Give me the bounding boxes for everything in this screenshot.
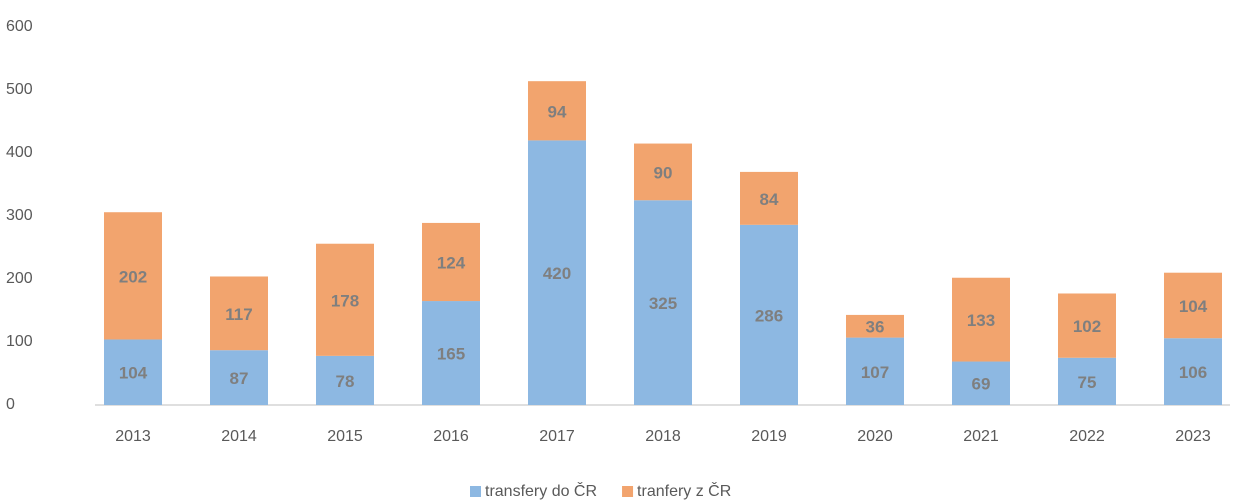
data-label: 178 bbox=[331, 291, 359, 310]
data-label: 104 bbox=[119, 364, 148, 383]
data-label: 94 bbox=[548, 102, 567, 121]
y-tick-label: 400 bbox=[6, 144, 33, 161]
x-tick-label: 2018 bbox=[645, 428, 681, 445]
legend-swatch bbox=[470, 486, 481, 497]
bar-segment bbox=[846, 337, 904, 405]
data-label: 87 bbox=[230, 369, 249, 388]
data-label: 84 bbox=[760, 190, 779, 209]
bar-segment bbox=[634, 143, 692, 201]
bar-segment bbox=[740, 224, 798, 405]
bar-segment bbox=[1058, 357, 1116, 405]
bar-segment bbox=[1164, 338, 1222, 405]
data-label: 78 bbox=[336, 372, 355, 391]
x-tick-label: 2014 bbox=[221, 428, 257, 445]
legend-label: tranfery z ČR bbox=[637, 481, 731, 500]
data-label: 36 bbox=[866, 318, 885, 337]
data-label: 202 bbox=[119, 267, 147, 286]
bar-segment bbox=[952, 361, 1010, 405]
bar-segment bbox=[846, 314, 904, 338]
data-label: 75 bbox=[1078, 373, 1097, 392]
bar-segment bbox=[422, 301, 480, 405]
y-tick-label: 500 bbox=[6, 81, 33, 98]
x-tick-label: 2023 bbox=[1175, 428, 1211, 445]
data-label: 90 bbox=[654, 163, 673, 182]
x-tick-label: 2022 bbox=[1069, 428, 1105, 445]
bar-segment bbox=[634, 200, 692, 405]
x-tick-label: 2016 bbox=[433, 428, 469, 445]
data-label: 106 bbox=[1179, 363, 1207, 382]
data-label: 117 bbox=[225, 305, 252, 324]
bar-segment bbox=[422, 222, 480, 302]
bar-segment bbox=[104, 339, 162, 405]
data-label: 102 bbox=[1073, 317, 1101, 336]
bar-segment bbox=[740, 171, 798, 225]
x-tick-label: 2017 bbox=[539, 428, 575, 445]
data-label: 325 bbox=[649, 294, 677, 313]
x-tick-label: 2019 bbox=[751, 428, 787, 445]
bar-segment bbox=[952, 277, 1010, 362]
data-label: 286 bbox=[755, 306, 783, 325]
y-tick-label: 300 bbox=[6, 207, 33, 224]
legend-swatch bbox=[622, 486, 634, 497]
data-label: 69 bbox=[972, 375, 991, 394]
x-tick-label: 2015 bbox=[327, 428, 363, 445]
y-tick-label: 100 bbox=[6, 333, 33, 350]
data-label: 420 bbox=[543, 264, 571, 283]
bar-segment bbox=[316, 243, 374, 356]
y-tick-label: 600 bbox=[6, 18, 33, 35]
bar-segment bbox=[316, 355, 374, 405]
bar-segment bbox=[1164, 272, 1222, 339]
data-label: 124 bbox=[437, 253, 466, 272]
bar-segment bbox=[1058, 293, 1116, 358]
x-tick-label: 2020 bbox=[857, 428, 893, 445]
bar-segment bbox=[210, 276, 268, 351]
y-tick-label: 0 bbox=[6, 396, 15, 413]
y-tick-label: 200 bbox=[6, 270, 33, 287]
x-tick-label: 2021 bbox=[963, 428, 999, 445]
data-label: 104 bbox=[1179, 297, 1208, 316]
data-label: 107 bbox=[861, 363, 889, 382]
bar-segment bbox=[528, 140, 586, 405]
data-label: 133 bbox=[967, 311, 995, 330]
x-tick-label: 2013 bbox=[115, 428, 151, 445]
bar-segment bbox=[104, 212, 162, 340]
bar-segment bbox=[528, 81, 586, 141]
legend-label: transfery do ČR bbox=[485, 481, 597, 500]
bar-segment bbox=[210, 350, 268, 405]
data-label: 165 bbox=[437, 345, 465, 364]
